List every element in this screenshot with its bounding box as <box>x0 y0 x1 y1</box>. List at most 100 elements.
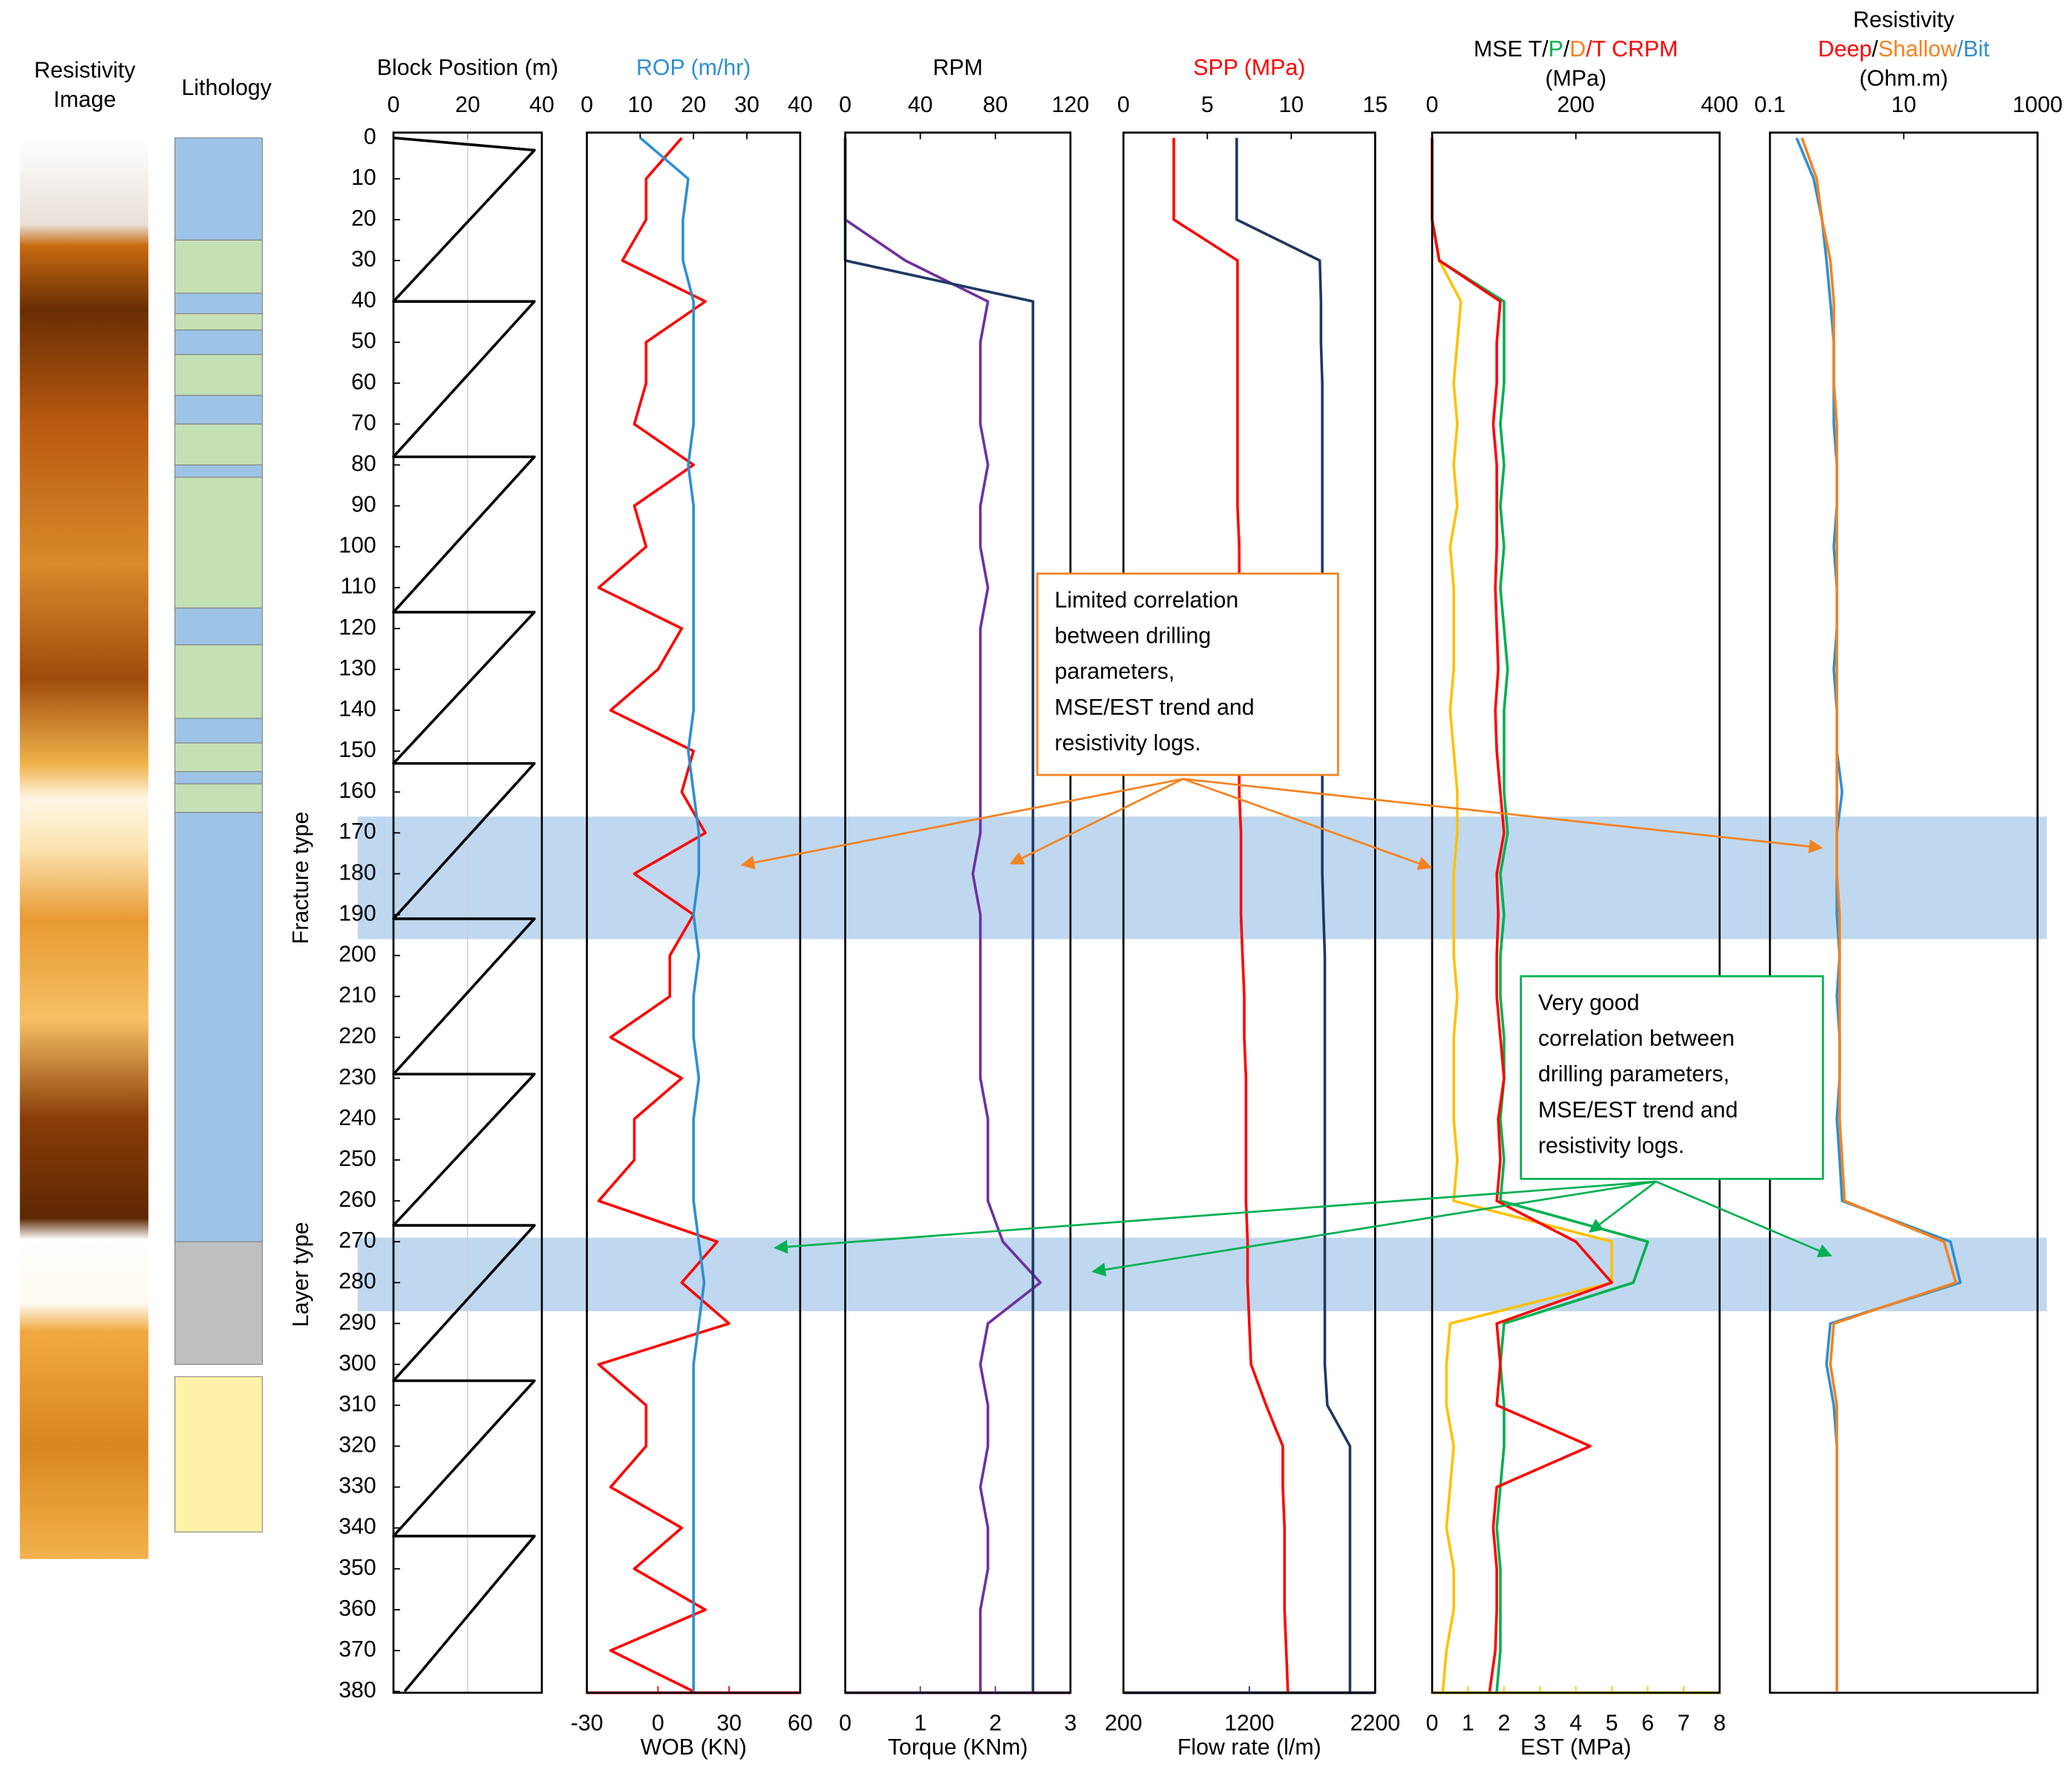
lithology-interval <box>174 464 263 478</box>
log-curve <box>1235 137 1352 1692</box>
zone-label: Layer type <box>289 1222 313 1327</box>
depth-tick-label: 60 <box>351 370 376 394</box>
track-title: SPP (MPa) <box>1193 56 1305 80</box>
annotation-text: parameters, <box>1054 660 1174 684</box>
x-tick-label: 0 <box>1117 93 1130 117</box>
resistivity-image <box>19 139 148 1559</box>
x-tick-label: 10 <box>1891 93 1916 117</box>
annotation-text: drilling parameters, <box>1538 1062 1730 1087</box>
depth-tick-label: 360 <box>339 1596 376 1621</box>
x2-tick-label: 1 <box>914 1711 926 1736</box>
depth-tick-label: 220 <box>339 1024 376 1049</box>
depth-tick-label: 30 <box>351 247 376 272</box>
x2-axis-title: Flow rate (l/m) <box>1177 1735 1321 1760</box>
title-part: /Bit <box>1957 37 1990 62</box>
x-tick-label: 0 <box>1426 93 1439 117</box>
track-title: Resistivity <box>1853 8 1955 33</box>
annotation-arrow <box>1588 1180 1657 1233</box>
x2-tick-label: 60 <box>788 1711 813 1736</box>
lithology-interval <box>174 395 263 425</box>
track-title: Block Position (m) <box>377 56 558 80</box>
x2-tick-label: 3 <box>1064 1711 1076 1736</box>
title-part: / <box>1872 37 1878 62</box>
x2-axis-title: WOB (KN) <box>641 1735 747 1760</box>
x2-tick-label: 1 <box>1462 1711 1474 1736</box>
depth-tick-label: 0 <box>364 125 376 149</box>
log-curve <box>1800 137 1958 1692</box>
title-part: / <box>1563 37 1570 62</box>
zone-label: Fracture type <box>289 811 313 944</box>
annotation-arrow <box>1183 778 1823 854</box>
x2-axis-title: Torque (KNm) <box>888 1735 1028 1760</box>
track-frame <box>1768 131 2039 1694</box>
title-part: /T CRPM <box>1586 37 1678 62</box>
depth-tick-label: 20 <box>351 206 376 231</box>
annotation-text: MSE/EST trend and <box>1538 1098 1738 1122</box>
x-tick-label: 400 <box>1701 93 1739 117</box>
lithology-interval <box>174 718 263 744</box>
track-title: (Ohm.m) <box>1860 66 1949 91</box>
x-tick-label: 0 <box>581 93 593 117</box>
log-curve <box>1431 137 1613 1692</box>
depth-tick-label: 250 <box>339 1147 376 1171</box>
annotation-text: between drilling <box>1054 624 1211 649</box>
x-tick-label: 0.1 <box>1754 93 1785 117</box>
lithology-interval <box>174 137 263 241</box>
track-frame <box>392 131 543 1694</box>
depth-tick-label: 310 <box>339 1392 376 1416</box>
x-tick-label: 200 <box>1557 93 1595 117</box>
annotation-arrow <box>1183 778 1433 871</box>
x2-tick-label: 0 <box>839 1711 852 1736</box>
depth-tick-label: 160 <box>339 779 376 803</box>
lithology-title: Lithology <box>181 76 272 100</box>
depth-tick-label: 70 <box>351 410 376 435</box>
x2-tick-label: 8 <box>1713 1711 1726 1736</box>
annotation-text: resistivity logs. <box>1054 731 1200 756</box>
depth-tick-label: 290 <box>339 1310 376 1334</box>
lithology-interval <box>174 607 263 646</box>
x-tick-label: 120 <box>1052 93 1090 117</box>
annotation-text: Very good <box>1538 991 1640 1015</box>
depth-tick-label: 80 <box>351 451 376 476</box>
depth-tick-label: 230 <box>339 1065 376 1090</box>
title-part: MSE T/ <box>1474 37 1549 62</box>
depth-tick-label: 140 <box>339 697 376 721</box>
lithology-interval <box>174 1241 263 1365</box>
depth-tick-label: 120 <box>339 615 376 640</box>
depth-tick-label: 240 <box>339 1106 376 1130</box>
depth-tick-label: 260 <box>339 1187 376 1212</box>
track-frame <box>844 131 1072 1694</box>
depth-tick-label: 200 <box>339 943 376 967</box>
track-title: MSE T/P/D/T CRPM <box>1474 37 1678 62</box>
depth-tick-label: 210 <box>339 983 376 1008</box>
x2-tick-label: 4 <box>1569 1711 1582 1736</box>
depth-tick-label: 90 <box>351 493 376 517</box>
annotation-box <box>1520 975 1824 1180</box>
lithology-interval <box>174 354 263 396</box>
depth-tick-label: 370 <box>339 1637 376 1662</box>
title-part: Resistivity <box>1853 8 1955 33</box>
lithology-interval <box>174 1376 263 1533</box>
annotation-box <box>1036 572 1339 776</box>
lithology-interval <box>174 812 263 1242</box>
log-curve <box>1172 137 1290 1692</box>
lithology-interval <box>174 330 263 356</box>
depth-tick-label: 40 <box>351 288 376 312</box>
x2-tick-label: 2 <box>989 1711 1001 1736</box>
lithology-interval <box>174 423 263 466</box>
lithology-interval <box>174 644 263 719</box>
x-tick-label: 80 <box>983 93 1008 117</box>
zone-band <box>357 816 2048 940</box>
track-title: RPM <box>933 56 983 80</box>
x2-tick-label: 1200 <box>1224 1711 1274 1736</box>
x-tick-label: 20 <box>681 93 706 117</box>
depth-tick-label: 50 <box>351 329 376 353</box>
x-tick-label: 30 <box>734 93 759 117</box>
x-tick-label: 15 <box>1362 93 1388 117</box>
annotation-arrow <box>1656 1180 1832 1257</box>
depth-tick-label: 270 <box>339 1228 376 1253</box>
annotation-arrow <box>1009 778 1184 865</box>
depth-tick-label: 320 <box>339 1433 376 1458</box>
depth-tick-label: 100 <box>339 534 376 558</box>
